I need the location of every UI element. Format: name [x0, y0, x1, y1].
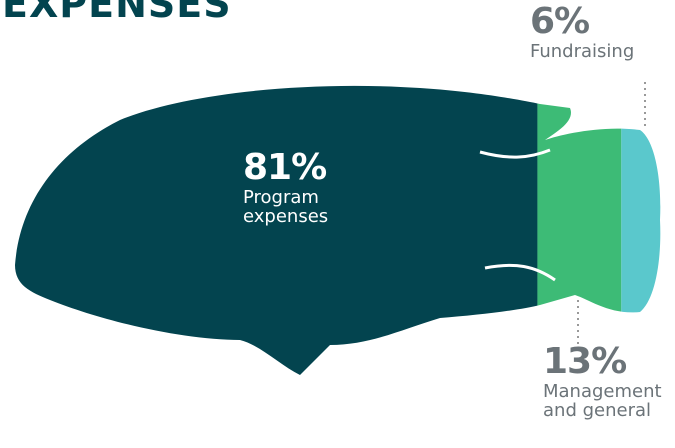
category-label: Management and general: [543, 380, 662, 422]
chart-title: EXPENSES: [2, 0, 232, 26]
category-label: Fundraising: [530, 40, 635, 62]
category-label: Program expenses: [243, 186, 329, 228]
segment-label: 81% Program expenses: [243, 148, 353, 227]
segment-label: 6% Fundraising: [530, 2, 670, 61]
segment-label: 13% Management and general: [543, 342, 673, 421]
value-label: 81%: [243, 147, 327, 188]
fin-line: [479, 148, 556, 282]
value-label: 13%: [543, 341, 627, 382]
value-label: 6%: [530, 1, 590, 42]
